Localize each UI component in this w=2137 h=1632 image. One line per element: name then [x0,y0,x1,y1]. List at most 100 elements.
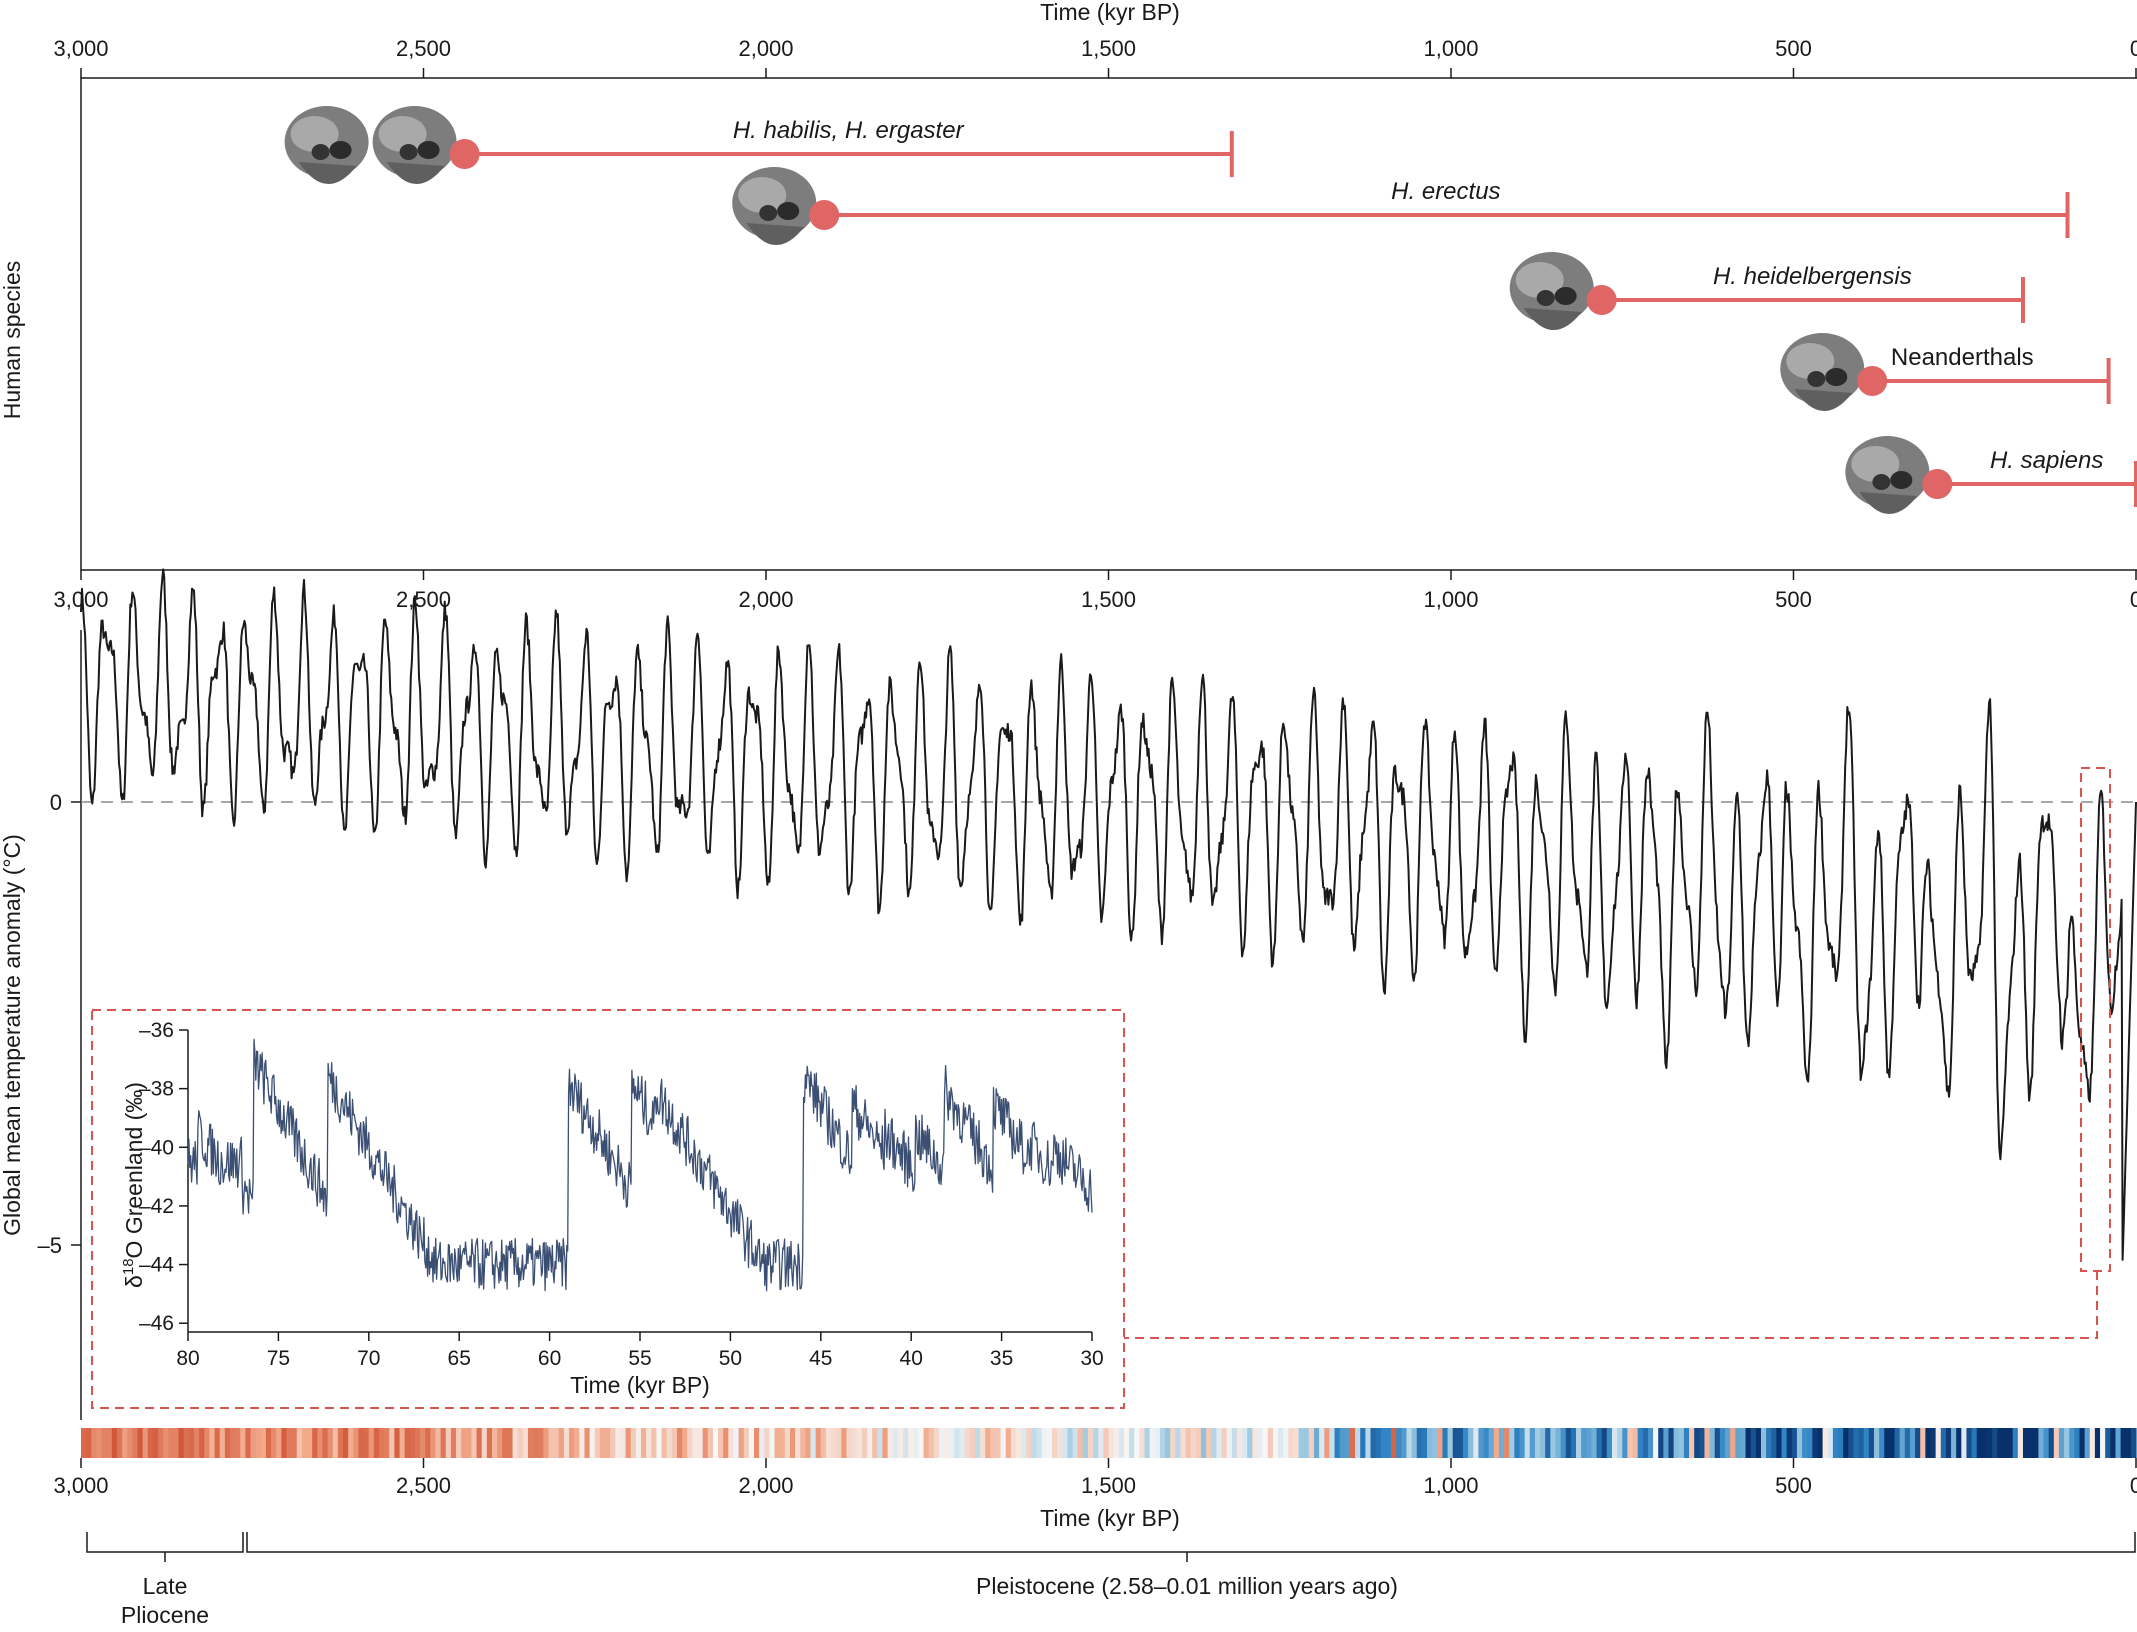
inset-x-tick-label: 50 [719,1347,742,1370]
top-lower-tick-label: 1,500 [1081,587,1136,612]
inset-x-tick-label: 35 [990,1347,1013,1370]
climate-stripe [322,1428,329,1458]
climate-stripe [1211,1428,1217,1458]
top-lower-tick-label: 2,000 [738,587,793,612]
climate-stripe [558,1428,565,1458]
climate-stripe [533,1428,539,1458]
climate-stripe [964,1428,971,1458]
climate-stripe [1190,1428,1197,1458]
climate-stripe [368,1428,375,1458]
climate-stripe [1252,1428,1259,1458]
climate-stripe [430,1428,437,1458]
climate-stripe [317,1428,324,1458]
climate-stripe [291,1428,298,1458]
climate-stripe [928,1428,935,1458]
skull-icon [372,106,457,185]
climate-stripe [2115,1428,2122,1458]
temperature-y-ticks: 0 –5 [38,790,81,1258]
skull-eye-socket [1536,290,1555,306]
climate-stripe [142,1428,149,1458]
climate-stripe [420,1428,426,1458]
climate-stripe [1935,1428,1942,1458]
inset-x-tick-label: 55 [628,1347,651,1370]
climate-stripe [1560,1428,1567,1458]
species-label: H. heidelbergensis [1713,263,1912,290]
climate-stripe [1231,1428,1238,1458]
climate-stripe [1344,1428,1351,1458]
climate-stripe [630,1428,637,1458]
climate-stripe [358,1428,365,1458]
top-lower-tick-label: 500 [1775,587,1812,612]
climate-stripe [271,1428,277,1458]
climate-stripe [769,1428,776,1458]
late-pliocene-label-line2: Pliocene [121,1602,209,1628]
skull-eye-socket [1825,368,1848,386]
top-lower-ticks: 3,000 2,500 2,000 1,500 1,000 500 0 [53,570,2137,612]
climate-stripe [2094,1428,2101,1458]
climate-stripe [2130,1428,2137,1458]
climate-stripe [1365,1428,1372,1458]
skull-highlight [1851,446,1900,482]
climate-stripe [2053,1428,2060,1458]
climate-stripe [1360,1428,1366,1458]
climate-stripe [1514,1428,1521,1458]
skull-jaw [1859,492,1918,515]
climate-stripe [466,1428,473,1458]
climate-stripe [425,1428,431,1458]
climate-stripe [224,1428,231,1458]
climate-stripe [384,1428,390,1458]
climate-stripe [584,1428,591,1458]
climate-stripe [2089,1428,2096,1458]
climate-stripe [1997,1428,2004,1458]
species-row: H. habilis, H. ergaster [284,106,1234,185]
climate-stripe [764,1428,771,1458]
climate-stripe [1704,1428,1711,1458]
climate-stripe [1303,1428,1310,1458]
skull-icon [1509,252,1594,331]
climate-stripe [101,1428,108,1458]
climate-stripe [954,1428,961,1458]
climate-stripe [759,1428,765,1458]
climate-stripe [1915,1428,1921,1458]
climate-stripe [1673,1428,1680,1458]
climate-stripe [1699,1428,1706,1458]
climate-stripe [1853,1428,1860,1458]
climate-stripe [1509,1428,1515,1458]
highlight-connector [1124,1271,2098,1339]
climate-stripe [1668,1428,1675,1458]
climate-stripe [1031,1428,1038,1458]
climate-stripe [1858,1428,1865,1458]
climate-stripe [1442,1428,1449,1458]
inset-x-tick-label: 65 [448,1347,471,1370]
climate-stripe [1437,1428,1444,1458]
climate-stripe [1159,1428,1166,1458]
climate-stripe [1519,1428,1526,1458]
climate-stripe [147,1428,154,1458]
climate-stripe [2105,1428,2111,1458]
climate-stripe [903,1428,909,1458]
climate-stripe [183,1428,190,1458]
climate-stripe [1272,1428,1279,1458]
climate-stripe [969,1428,976,1458]
climate-stripe [173,1428,180,1458]
climate-stripe [563,1428,570,1458]
climate-stripe [872,1428,878,1458]
climate-stripe [1868,1428,1875,1458]
skull-eye-socket [399,144,418,160]
climate-stripe [1740,1428,1747,1458]
climate-stripe [163,1428,169,1458]
climate-stripe [1129,1428,1135,1458]
climate-stripe [1062,1428,1068,1458]
climate-stripe [127,1428,133,1458]
inset-y-tick-label: –42 [139,1195,174,1218]
climate-stripe [486,1428,493,1458]
climate-stripe [1057,1428,1063,1458]
climate-stripe [1570,1428,1577,1458]
climate-stripe [168,1428,175,1458]
climate-stripe [1021,1428,1027,1458]
climate-stripe [1093,1428,1099,1458]
climate-stripe [265,1428,272,1458]
climate-stripe [1493,1428,1500,1458]
climate-stripe [676,1428,683,1458]
climate-stripe [1776,1428,1783,1458]
